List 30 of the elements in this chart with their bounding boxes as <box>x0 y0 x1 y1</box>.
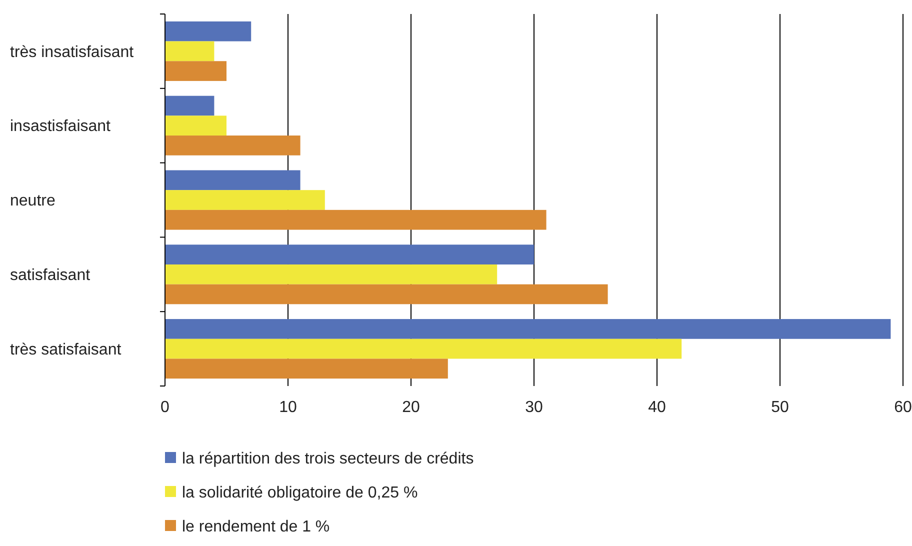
bar <box>165 116 226 136</box>
legend-label: la solidarité obligatoire de 0,25 % <box>182 484 418 502</box>
legend-label: la répartition des trois secteurs de crédits <box>182 450 474 468</box>
bar <box>165 210 546 230</box>
bar <box>165 358 448 379</box>
bar <box>165 338 682 359</box>
bar <box>165 190 325 210</box>
x-tick-label: 20 <box>402 399 420 416</box>
bar <box>165 244 534 264</box>
x-tick-label: 60 <box>894 399 912 416</box>
y-tick-label: insastisfaisant <box>10 118 112 136</box>
bar <box>165 284 608 304</box>
legend-label: le rendement de 1 % <box>182 518 330 536</box>
y-tick-label: très insatisfaisant <box>10 44 134 61</box>
y-tick-label: très satisfaisant <box>10 341 122 358</box>
bar <box>165 96 214 116</box>
bar <box>165 136 300 156</box>
y-tick-label: satisfaisant <box>10 267 91 284</box>
bar <box>165 61 226 81</box>
x-tick-label: 40 <box>648 399 666 416</box>
bar <box>165 170 300 190</box>
x-tick-label: 30 <box>525 399 543 416</box>
bar <box>165 21 252 42</box>
y-tick-label: neutre <box>10 192 56 210</box>
x-tick-label: 50 <box>771 399 789 416</box>
x-tick-label: 0 <box>160 399 170 416</box>
bar <box>165 41 214 62</box>
bar <box>165 264 498 284</box>
bar <box>165 319 891 339</box>
x-tick-label: 10 <box>279 399 297 416</box>
